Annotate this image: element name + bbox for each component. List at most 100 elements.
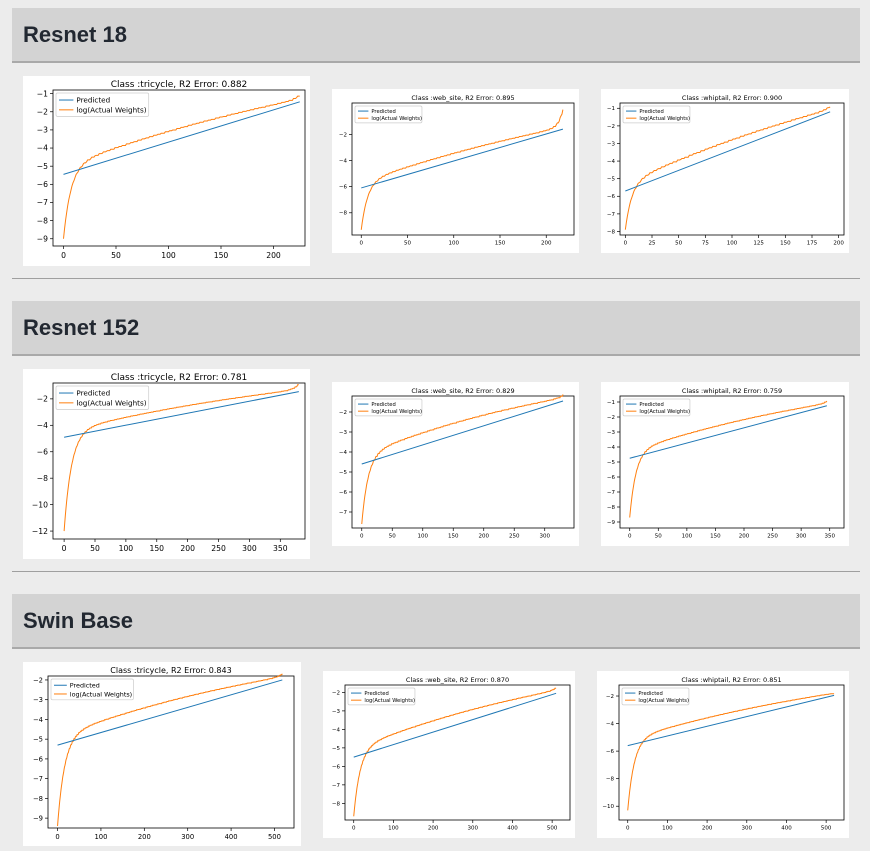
x-tick-label: 0	[55, 833, 59, 841]
y-tick-label: −3	[607, 430, 616, 436]
x-tick-label: 500	[547, 826, 558, 832]
y-tick-label: −2	[37, 395, 48, 404]
x-tick-label: 100	[417, 534, 428, 540]
x-tick-label: 0	[626, 826, 630, 832]
chart-title: Class :tricycle, R2 Error: 0.781	[111, 373, 248, 383]
x-tick-label: 175	[807, 241, 818, 247]
y-tick-label: −8	[607, 505, 616, 511]
legend-actual-label: log(Actual Weights)	[76, 399, 146, 408]
x-tick-label: 0	[359, 241, 363, 247]
y-tick-label: −3	[37, 126, 48, 135]
x-tick-label: 150	[214, 251, 229, 260]
y-tick-label: −5	[332, 746, 341, 752]
y-tick-label: −4	[37, 144, 48, 153]
y-tick-label: −6	[607, 475, 616, 481]
y-tick-label: −3	[607, 141, 616, 147]
plot-frame	[618, 684, 845, 821]
predicted-line	[361, 400, 564, 465]
x-tick-label: 300	[539, 534, 550, 540]
x-tick-label: 350	[824, 534, 835, 540]
chart-card: Class :tricycle, R2 Error: 0.882 0 50 100 15…	[23, 76, 310, 266]
chart-title: Class :whiptail, R2 Error: 0.759	[682, 387, 782, 395]
section-header-resnet18: Resnet 18	[12, 8, 860, 63]
plot-frame	[351, 395, 575, 529]
y-tick-label: −6	[339, 490, 348, 496]
y-tick-label: −9	[37, 234, 48, 243]
chart-title: Class :whiptail, R2 Error: 0.851	[681, 676, 781, 684]
predicted-line	[361, 128, 564, 189]
chart-svg: Class :web_site, R2 Error: 0.829 0 50 100 15…	[339, 387, 575, 540]
y-tick-label: −6	[33, 755, 43, 763]
x-tick-label: 50	[655, 534, 663, 540]
chart-title: Class :web_site, R2 Error: 0.829	[411, 387, 514, 395]
y-tick-label: −5	[607, 177, 616, 183]
section-divider	[12, 278, 860, 279]
x-tick-label: 200	[541, 241, 552, 247]
legend-predicted-label: Predicted	[76, 389, 110, 398]
y-tick-label: −7	[607, 490, 616, 496]
x-tick-label: 200	[739, 534, 750, 540]
actual-weights-line	[629, 400, 828, 518]
y-tick-label: −5	[37, 162, 48, 171]
x-tick-label: 200	[180, 544, 195, 553]
plot-frame	[344, 684, 571, 821]
x-tick-label: 50	[389, 534, 397, 540]
x-tick-label: 25	[648, 241, 656, 247]
y-tick-label: −4	[332, 727, 341, 733]
x-tick-label: 350	[273, 544, 288, 553]
x-tick-label: 50	[111, 251, 121, 260]
actual-weights-line	[353, 687, 557, 817]
x-tick-label: 200	[833, 241, 844, 247]
y-tick-label: −1	[607, 400, 615, 406]
chart-card: Class :whiptail, R2 Error: 0.900 0 25 50 75 1…	[601, 89, 849, 253]
x-tick-label: 150	[780, 241, 791, 247]
y-tick-label: −6	[37, 180, 48, 189]
x-tick-label: 400	[507, 826, 518, 832]
y-tick-label: −4	[339, 158, 348, 164]
legend-box	[55, 92, 150, 117]
legend-box	[50, 678, 134, 701]
actual-weights-line	[627, 693, 835, 811]
y-tick-label: −8	[37, 474, 48, 483]
legend-box	[622, 398, 691, 417]
x-tick-label: 200	[702, 826, 713, 832]
y-tick-label: −6	[339, 185, 348, 191]
x-tick-label: 200	[428, 826, 439, 832]
plot-frame	[52, 89, 306, 247]
x-tick-label: 100	[161, 251, 176, 260]
chart-card: Class :web_site, R2 Error: 0.870 0 100 200 3…	[323, 671, 575, 838]
x-tick-label: 0	[61, 251, 66, 260]
y-tick-label: −9	[607, 520, 616, 526]
chart-svg: Class :whiptail, R2 Error: 0.759 0 50 100 15…	[607, 387, 845, 540]
section-header-swin-base: Swin Base	[12, 594, 860, 649]
x-tick-label: 150	[149, 544, 164, 553]
predicted-line	[57, 679, 283, 746]
legend-actual-label: log(Actual Weights)	[639, 409, 690, 415]
legend-predicted-label: Predicted	[371, 109, 395, 115]
section-title: Resnet 18	[23, 21, 127, 47]
predicted-line	[625, 111, 831, 192]
legend-predicted-label: Predicted	[639, 109, 663, 115]
y-tick-label: −8	[339, 211, 348, 217]
x-tick-label: 100	[388, 826, 399, 832]
y-tick-label: −4	[607, 445, 616, 451]
chart-svg: Class :tricycle, R2 Error: 0.843 0 100 200 3…	[33, 666, 295, 841]
x-tick-label: 400	[781, 826, 792, 832]
chart-card: Class :whiptail, R2 Error: 0.759 0 50 100 15…	[601, 382, 849, 546]
actual-weights-line	[57, 673, 283, 827]
x-tick-label: 500	[268, 833, 281, 841]
legend-predicted-label: Predicted	[70, 682, 100, 690]
x-tick-label: 0	[628, 534, 632, 540]
y-tick-label: −5	[339, 470, 348, 476]
legend-box	[354, 398, 423, 417]
legend-actual-label: log(Actual Weights)	[371, 409, 422, 415]
chart-title: Class :whiptail, R2 Error: 0.900	[682, 94, 782, 102]
section-title: Resnet 152	[23, 314, 140, 340]
x-tick-label: 150	[448, 534, 459, 540]
x-tick-label: 150	[710, 534, 721, 540]
y-tick-label: −7	[33, 775, 43, 783]
chart-svg: Class :tricycle, R2 Error: 0.781 0 50 100 15…	[32, 373, 306, 553]
plot-frame	[52, 382, 306, 540]
y-tick-label: −2	[606, 694, 614, 700]
x-tick-label: 125	[753, 241, 764, 247]
